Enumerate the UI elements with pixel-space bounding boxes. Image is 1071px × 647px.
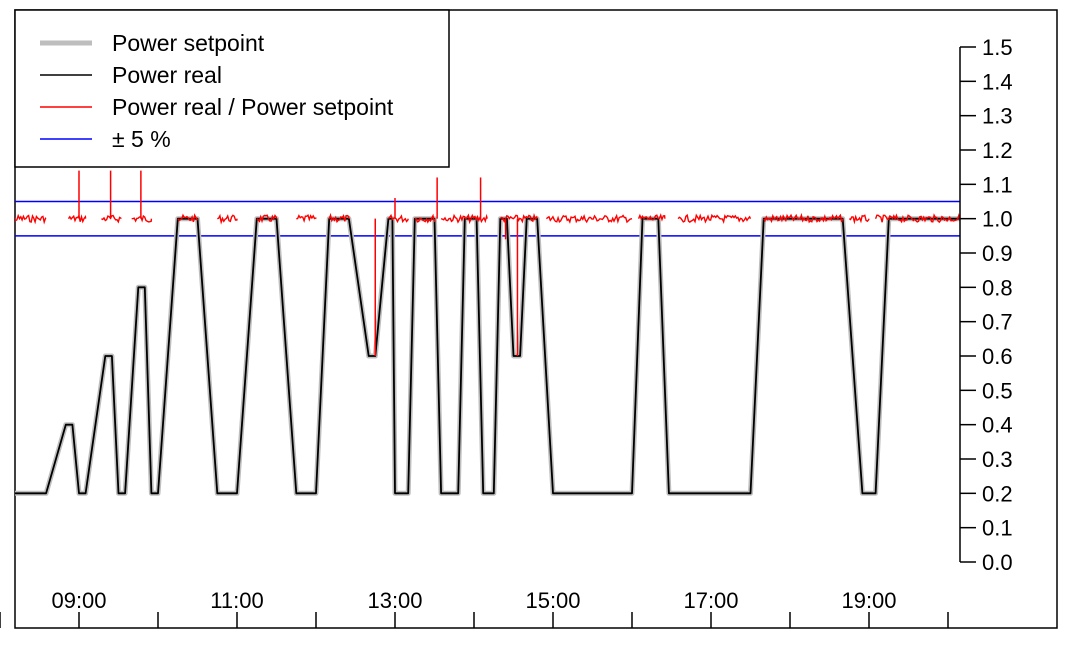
y-tick-label-6: 0.6: [982, 344, 1013, 369]
y-tick-label-13: 1.3: [982, 104, 1013, 129]
ratio-segment-5: [217, 213, 238, 225]
legend-box: [14, 9, 450, 168]
y-axis: 0.0 0.1 0.2 0.3 0.4 0.5 0.6 0.7 0.8 0.9 1.0 1.1 1.2 1…: [959, 35, 1013, 575]
y-tick-label-14: 1.4: [982, 69, 1013, 94]
ratio-segment-13: [545, 213, 633, 224]
y-tick-label-2: 0.2: [982, 481, 1013, 506]
y-tick-label-8: 0.8: [982, 275, 1013, 300]
x-tick-label-5: 19:00: [841, 588, 896, 613]
legend-label-ratio: Power real / Power setpoint: [112, 94, 394, 120]
x-tick-label-3: 15:00: [525, 588, 580, 613]
ratio-segment-7: [296, 213, 317, 223]
y-tick-label-11: 1.1: [982, 172, 1013, 197]
ratio-segment-6: [256, 214, 278, 224]
y-tick-label-10: 1.0: [982, 207, 1013, 232]
y-tick-label-1: 0.1: [982, 516, 1013, 541]
y-tick-label-15: 1.5: [982, 35, 1013, 60]
legend-label-power-real: Power real: [112, 62, 222, 88]
x-tick-label-4: 17:00: [683, 588, 738, 613]
ratio-segment-17: [848, 214, 870, 225]
plot-frame: [14, 9, 1058, 629]
x-tick-label-1: 11:00: [210, 588, 263, 613]
ratio-segment-0: [15, 213, 47, 225]
x-axis: 09:00 11:00 13:00 15:00 17:00 19:00: [0, 588, 949, 628]
reference-lines: [15, 200, 960, 237]
ratio-segment-16: [763, 212, 844, 224]
y-tick-label-4: 0.4: [982, 413, 1013, 438]
ratio-segment-18: [874, 213, 960, 224]
ratio-segment-9: [387, 213, 409, 224]
ratio-segment-2: [101, 214, 122, 224]
ratio-segment-4: [177, 213, 199, 223]
y-tick-label-7: 0.7: [982, 310, 1013, 335]
ratio-segment-12: [499, 212, 538, 224]
series-line-power-real: [15, 217, 960, 495]
ratio-segment-3: [131, 214, 153, 223]
x-tick-label-0: 09:00: [51, 588, 106, 613]
legend-label-power-setpoint: Power setpoint: [112, 30, 265, 56]
series-layer: [15, 170, 960, 496]
ratio-segment-10: [414, 213, 436, 224]
ratio-segment-15: [677, 213, 752, 225]
ratio-segment-8: [328, 212, 350, 224]
y-tick-label-5: 0.5: [982, 378, 1013, 403]
y-tick-label-3: 0.3: [982, 447, 1013, 472]
legend: Power setpoint Power real Power real / P…: [14, 9, 450, 168]
y-tick-label-12: 1.2: [982, 138, 1013, 163]
series-line-power-setpoint: [15, 216, 960, 496]
y-tick-label-0: 0.0: [982, 550, 1013, 575]
legend-label-tolerance: ± 5 %: [112, 126, 171, 152]
x-tick-label-2: 13:00: [367, 588, 422, 613]
y-tick-label-9: 0.9: [982, 241, 1013, 266]
ratio-segment-1: [67, 213, 87, 224]
ratio-segment-14: [637, 213, 666, 222]
